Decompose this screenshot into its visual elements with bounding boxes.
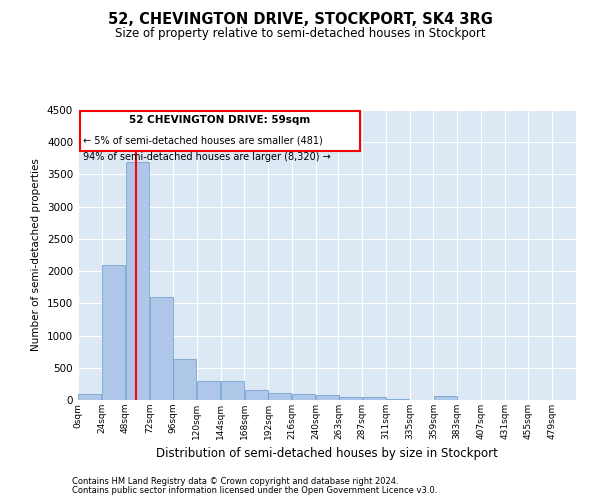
Bar <box>126 162 149 400</box>
Bar <box>79 394 101 400</box>
Bar <box>149 297 173 400</box>
Bar <box>102 264 125 400</box>
Bar <box>316 396 339 400</box>
Text: Size of property relative to semi-detached houses in Stockport: Size of property relative to semi-detach… <box>115 28 485 40</box>
Bar <box>386 399 409 400</box>
Text: ← 5% of semi-detached houses are smaller (481): ← 5% of semi-detached houses are smaller… <box>83 136 323 145</box>
Text: Contains HM Land Registry data © Crown copyright and database right 2024.: Contains HM Land Registry data © Crown c… <box>72 477 398 486</box>
Bar <box>362 398 386 400</box>
Bar <box>339 397 362 400</box>
Bar <box>268 393 292 400</box>
Text: 94% of semi-detached houses are larger (8,320) →: 94% of semi-detached houses are larger (… <box>83 152 331 162</box>
Text: 52, CHEVINGTON DRIVE, STOCKPORT, SK4 3RG: 52, CHEVINGTON DRIVE, STOCKPORT, SK4 3RG <box>107 12 493 28</box>
Y-axis label: Number of semi-detached properties: Number of semi-detached properties <box>31 158 41 352</box>
Bar <box>245 390 268 400</box>
Bar <box>434 396 457 400</box>
Text: 52 CHEVINGTON DRIVE: 59sqm: 52 CHEVINGTON DRIVE: 59sqm <box>130 116 311 126</box>
Text: Contains public sector information licensed under the Open Government Licence v3: Contains public sector information licen… <box>72 486 437 495</box>
X-axis label: Distribution of semi-detached houses by size in Stockport: Distribution of semi-detached houses by … <box>156 448 498 460</box>
Bar <box>197 381 220 400</box>
Bar <box>292 394 315 400</box>
Bar <box>173 360 196 400</box>
Bar <box>221 382 244 400</box>
